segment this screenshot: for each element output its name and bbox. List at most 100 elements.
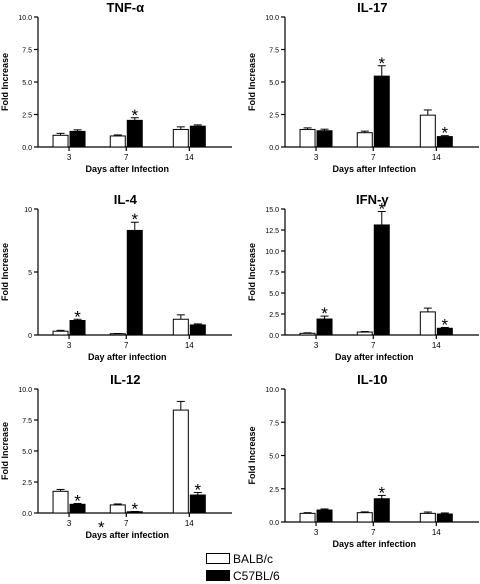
x-tick-label: 14 <box>432 341 441 350</box>
x-tick-label: 7 <box>371 341 376 350</box>
bar-c57 <box>316 130 333 148</box>
bar-c57 <box>189 125 206 148</box>
y-axis-label: Fold Increase <box>247 243 257 301</box>
y-tick-label: 7.5 <box>269 270 279 277</box>
legend: BALB/c C57BL/6 <box>206 550 316 584</box>
y-axis-label: Fold Increase <box>0 243 10 301</box>
bar-balb <box>419 114 436 148</box>
bar-c57 <box>189 324 206 336</box>
y-tick-label: 5.0 <box>22 449 32 456</box>
bar-balb <box>419 512 436 523</box>
significance-star: * <box>131 106 138 125</box>
y-axis-label: Fold Increase <box>247 426 257 484</box>
y-tick-label: 5.0 <box>269 80 279 87</box>
chart-panel-3: IFN-γ Fold Increase 0.0 2.5 5.0 7.5 10.0 12.5 15… <box>247 192 479 362</box>
bar-balb <box>109 504 126 514</box>
y-tick-label: 7.5 <box>22 48 32 55</box>
legend-swatch-c57 <box>206 570 230 581</box>
significance-star: * <box>442 315 449 334</box>
bar-balb <box>299 332 316 336</box>
x-tick-label: 3 <box>314 341 319 350</box>
y-tick-label: 15.0 <box>265 207 279 214</box>
x-tick-label: 7 <box>124 153 129 162</box>
y-tick-label: 5.0 <box>269 291 279 298</box>
y-tick-label: 10.0 <box>265 387 279 394</box>
y-tick-label: 2.5 <box>269 113 279 120</box>
significance-star: * <box>378 483 385 502</box>
bar-balb <box>52 330 69 336</box>
bar-balb <box>299 128 316 148</box>
y-tick-label: 10.0 <box>18 15 32 22</box>
y-tick-label: 0 <box>28 333 32 340</box>
bar-balb <box>109 135 126 148</box>
y-tick-label: 10.0 <box>265 249 279 256</box>
chart-title: TNF-α <box>107 0 145 15</box>
bar-balb <box>356 132 373 148</box>
x-axis-label: Day after infection <box>88 352 167 362</box>
legend-swatch-balb <box>206 553 230 564</box>
y-tick-label: 10.0 <box>18 387 32 394</box>
x-axis-label: Days after Infection <box>332 164 416 174</box>
y-tick-label: 5.0 <box>22 80 32 87</box>
significance-star: * <box>131 500 138 519</box>
bar-c57 <box>373 75 390 148</box>
x-tick-label: 14 <box>185 519 194 528</box>
y-tick-label: 5.0 <box>269 454 279 461</box>
chart-panel-4: IL-12 Fold Increase 0.0 2.5 5.0 7.5 10.0 3 7 14 Da… <box>0 372 232 540</box>
significance-star: * <box>442 124 449 143</box>
y-axis-label: Fold Increase <box>0 422 10 480</box>
y-tick-label: 7.5 <box>269 420 279 427</box>
bar-c57 <box>126 229 143 336</box>
y-tick-label: 2.5 <box>269 487 279 494</box>
legend-item-balb: BALB/c <box>206 550 316 567</box>
y-tick-label: 12.5 <box>265 228 279 235</box>
bar-balb <box>172 128 189 148</box>
y-tick-label: 0.0 <box>269 520 279 527</box>
x-tick-label: 3 <box>314 528 319 537</box>
bar-c57 <box>316 509 333 523</box>
bar-balb <box>419 311 436 336</box>
bar-c57 <box>69 130 86 148</box>
chart-panel-0: TNF-α Fold Increase 0.0 2.5 5.0 7.5 10.0 3 7 14 Da… <box>0 0 232 174</box>
x-tick-label: 7 <box>371 153 376 162</box>
y-axis-label: Fold Increase <box>247 53 257 111</box>
y-tick-label: 0.0 <box>22 511 32 518</box>
bar-c57 <box>373 224 390 336</box>
x-tick-label: 14 <box>432 153 441 162</box>
x-tick-label: 7 <box>371 528 376 537</box>
y-axis-label: Fold Increase <box>0 53 10 111</box>
y-tick-label: 2.5 <box>22 113 32 120</box>
bar-balb <box>356 331 373 336</box>
bar-balb <box>172 318 189 336</box>
chart-title: IL-4 <box>114 192 138 207</box>
chart-panel-5: IL-10 Fold Increase 0.0 2.5 5.0 7.5 10.0 3 7 14 Da… <box>247 372 479 549</box>
significance-star: * <box>195 481 202 500</box>
chart-title: IL-10 <box>357 372 387 387</box>
y-tick-label: 5 <box>28 270 32 277</box>
significance-star: * <box>74 307 81 326</box>
bar-balb <box>299 512 316 523</box>
legend-item-c57: C57BL/6 <box>206 567 316 584</box>
significance-star: * <box>378 54 385 73</box>
legend-label-balb: BALB/c <box>233 551 274 566</box>
significance-star: * <box>378 200 385 219</box>
significance-star: * <box>98 518 105 537</box>
chart-title: IFN-γ <box>356 192 389 207</box>
y-tick-label: 2.5 <box>22 480 32 487</box>
x-tick-label: 3 <box>67 153 72 162</box>
x-axis-label: Days after infection <box>332 539 416 549</box>
chart-title: IL-17 <box>357 0 387 15</box>
x-tick-label: 14 <box>432 528 441 537</box>
bar-balb <box>356 512 373 523</box>
x-tick-label: 3 <box>67 341 72 350</box>
significance-star: * <box>321 304 328 323</box>
x-tick-label: 3 <box>314 153 319 162</box>
y-tick-label: 10 <box>24 207 32 214</box>
y-tick-label: 7.5 <box>22 418 32 425</box>
x-tick-label: 14 <box>185 153 194 162</box>
y-tick-label: 0.0 <box>269 145 279 152</box>
bar-balb <box>52 490 69 514</box>
y-tick-label: 2.5 <box>269 312 279 319</box>
significance-star: * <box>131 210 138 229</box>
